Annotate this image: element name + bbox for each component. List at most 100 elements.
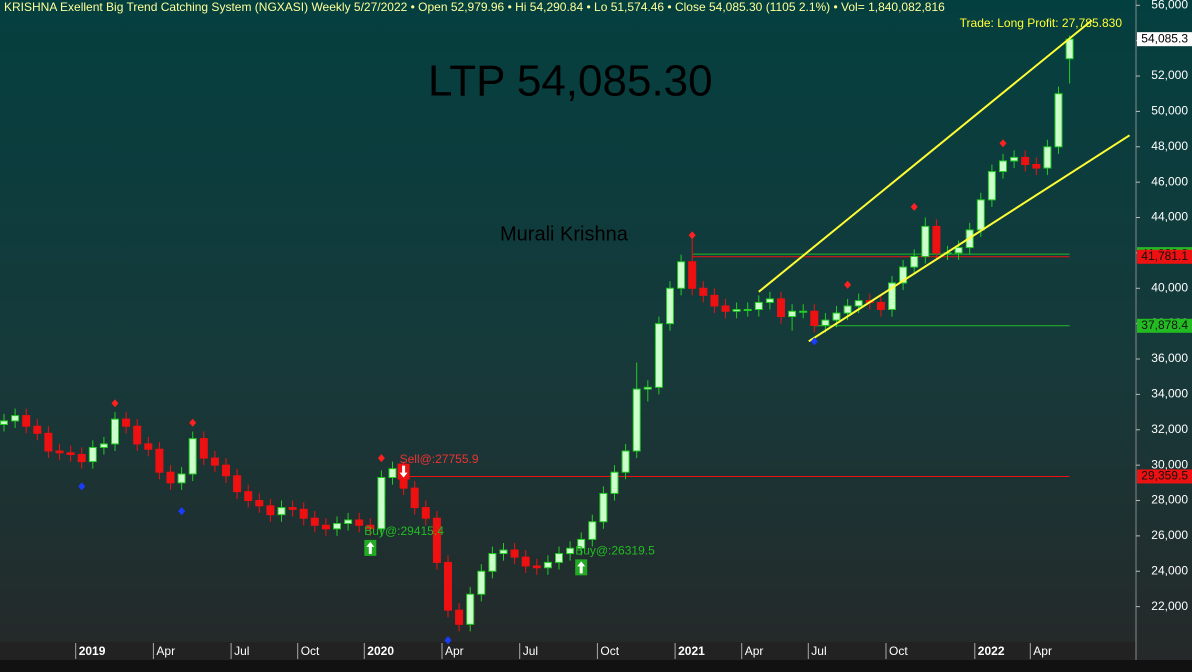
- candle-body: [1043, 146, 1052, 169]
- sell-marker: [910, 202, 918, 211]
- candle-body: [421, 507, 430, 519]
- candle-body: [888, 282, 896, 311]
- x-tick-label: Oct: [301, 644, 320, 658]
- x-tick-label: Apr: [745, 644, 764, 658]
- buy-arrow: [366, 541, 375, 554]
- candle-body: [788, 310, 797, 318]
- candle-body: [310, 517, 319, 526]
- x-tick-label: Apr: [445, 644, 464, 658]
- candle-body: [532, 565, 541, 569]
- y-tick-label: 50,000: [1151, 104, 1188, 118]
- candle-body: [876, 301, 885, 311]
- candle-body: [0, 420, 8, 425]
- candle-body: [55, 450, 64, 454]
- candle-body: [699, 287, 708, 296]
- buy-arrow: [577, 561, 586, 574]
- watermark: Murali Krishna: [500, 223, 629, 245]
- chart-title: KRISHNA Exellent Big Trend Catching Syst…: [4, 0, 945, 14]
- buy-marker: [810, 337, 818, 346]
- candle-body: [144, 443, 153, 450]
- sell-arrow: [399, 465, 408, 478]
- candle-body: [510, 549, 519, 558]
- candle-body: [843, 305, 852, 314]
- candle-body: [577, 538, 586, 549]
- level-label: 41,781.1: [1141, 249, 1188, 263]
- candle-body: [1032, 163, 1041, 169]
- buy-marker: [444, 636, 452, 645]
- candle-body: [666, 287, 674, 325]
- sell-marker: [377, 454, 385, 463]
- candle-body: [355, 519, 364, 526]
- y-tick-label: 40,000: [1151, 280, 1188, 294]
- x-tick-label: Jul: [234, 644, 249, 658]
- sell-marker: [189, 418, 197, 427]
- candle-body: [632, 388, 641, 452]
- y-tick-label: 36,000: [1151, 351, 1188, 365]
- candle-body: [732, 309, 741, 312]
- candle-body: [654, 323, 663, 388]
- y-tick-label: 48,000: [1151, 139, 1188, 153]
- y-tick-label: 34,000: [1151, 387, 1188, 401]
- candle-body: [122, 418, 131, 427]
- candle-body: [765, 298, 774, 303]
- sell-marker: [688, 231, 696, 240]
- level-label: 37,878.4: [1141, 318, 1188, 332]
- candle-body: [799, 310, 808, 313]
- candle-body: [33, 425, 42, 434]
- y-tick-label: 44,000: [1151, 210, 1188, 224]
- x-tick-label: 2020: [367, 644, 394, 658]
- x-tick-label: Oct: [600, 644, 619, 658]
- level-label: 54,085.3: [1141, 31, 1188, 45]
- candle-body: [466, 593, 475, 625]
- candle-body: [255, 500, 264, 507]
- candle-body: [999, 160, 1007, 173]
- candle-body: [188, 438, 197, 475]
- candle-body: [777, 298, 785, 318]
- scrollbar: [0, 660, 1192, 672]
- candle-body: [488, 553, 497, 572]
- x-tick-label: Apr: [1033, 644, 1052, 658]
- candle-body: [321, 524, 330, 530]
- candle-body: [677, 261, 686, 289]
- candle-body: [99, 443, 108, 448]
- candle-body: [754, 301, 763, 311]
- buy-label: Buy@:26319.5: [575, 544, 655, 558]
- y-tick-label: 22,000: [1151, 599, 1188, 613]
- x-axis-strip: [0, 642, 1136, 660]
- x-tick-label: 2022: [978, 644, 1005, 658]
- candle-body: [344, 519, 353, 525]
- buy-marker: [178, 507, 186, 516]
- sell-marker: [999, 139, 1007, 148]
- candle-body: [821, 319, 830, 326]
- candle-body: [155, 448, 164, 473]
- candle-body: [499, 549, 508, 555]
- candle-body: [743, 309, 752, 312]
- candle-body: [1065, 38, 1074, 60]
- candle-body: [555, 553, 563, 563]
- candle-body: [222, 464, 230, 477]
- level-label: 29,359.5: [1141, 469, 1188, 483]
- candle-body: [810, 310, 819, 326]
- y-tick-label: 32,000: [1151, 422, 1188, 436]
- candle-body: [721, 305, 730, 312]
- candle-body: [832, 312, 841, 321]
- candle-body: [910, 255, 919, 268]
- ltp-text: LTP 54,085.30: [428, 57, 713, 106]
- candle-body: [1010, 156, 1019, 162]
- candle-body: [1054, 93, 1063, 148]
- candle-body: [366, 524, 375, 530]
- candle-body: [1021, 156, 1030, 165]
- buy-label: Buy@:29415.4: [364, 524, 444, 538]
- candle-body: [854, 300, 863, 307]
- y-tick-label: 24,000: [1151, 563, 1188, 577]
- y-tick-label: 26,000: [1151, 528, 1188, 542]
- candle-body: [444, 561, 452, 611]
- trend-line: [808, 134, 1131, 343]
- candle-body: [299, 508, 308, 519]
- x-tick-label: 2021: [678, 644, 705, 658]
- candle-body: [177, 473, 186, 484]
- candle-body: [88, 446, 97, 463]
- candle-body: [455, 609, 464, 625]
